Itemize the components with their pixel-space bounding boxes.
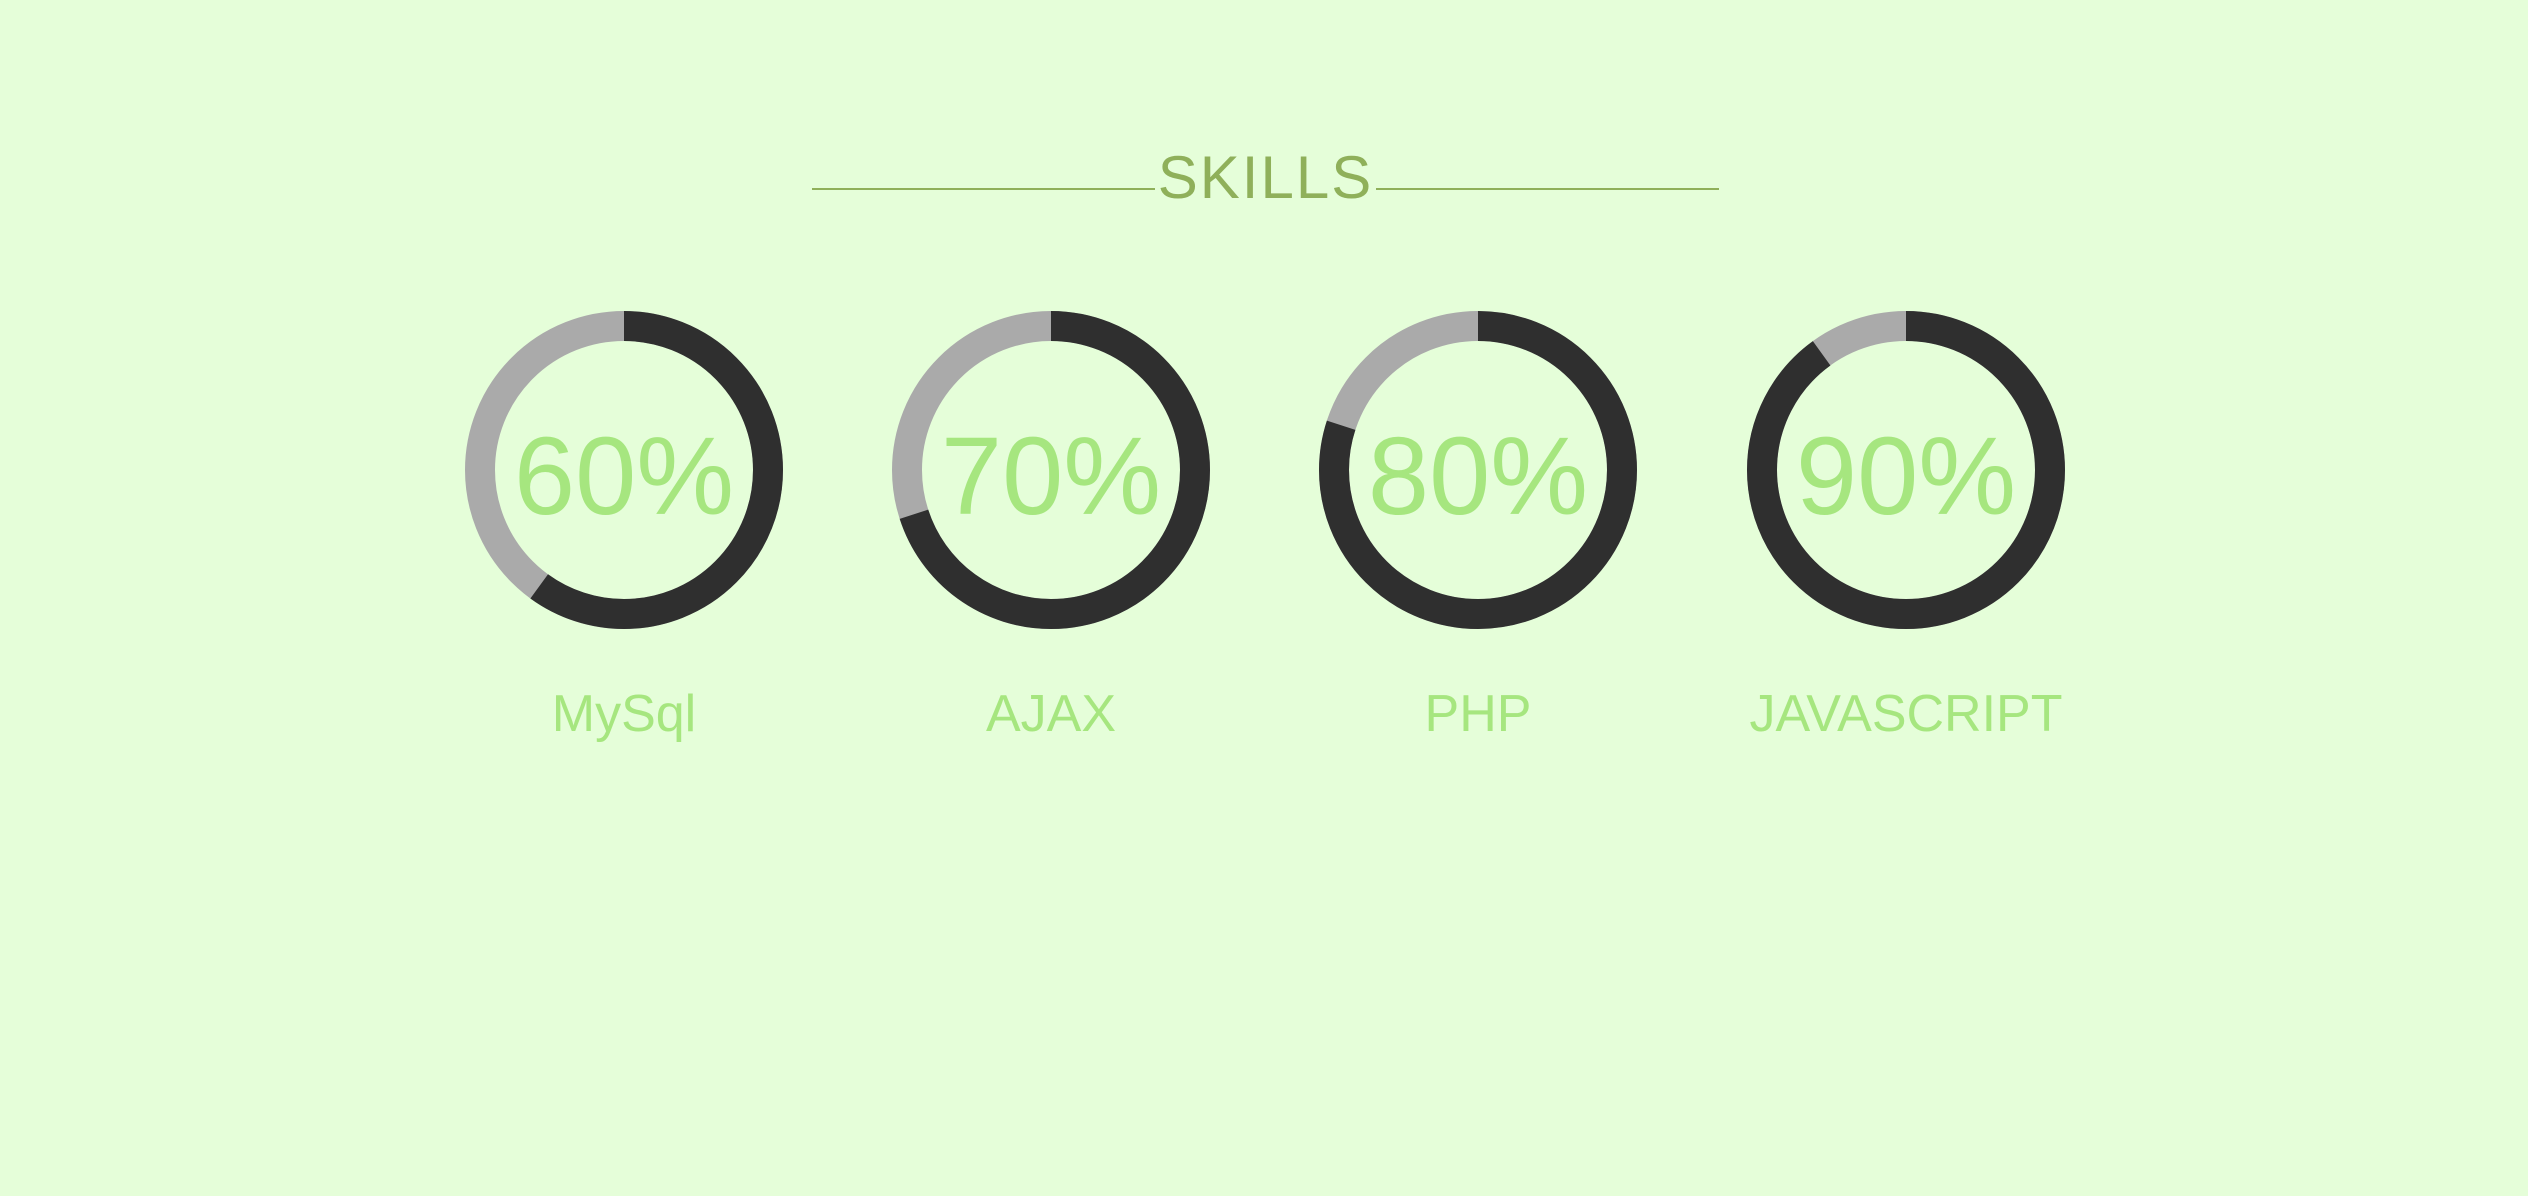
skill-percent: 90% — [1795, 415, 2017, 538]
skill-name: PHP — [1424, 685, 1532, 743]
progress-ring-svg — [465, 311, 783, 629]
progress-arc — [1319, 311, 1637, 629]
title-divider-right — [1376, 188, 1719, 190]
skills-list: 60% MySql 70% AJAX 80% PHP 90% JAVASCRIP… — [0, 310, 2528, 760]
skill-ajax: 70% AJAX — [881, 310, 1221, 760]
progress-ring — [1746, 310, 2066, 630]
skill-php: 80% PHP — [1308, 310, 1648, 760]
skills-heading: SKILLS — [0, 140, 2528, 230]
progress-arc — [465, 311, 783, 629]
skill-percent: 60% — [513, 415, 735, 538]
progress-ring-svg — [1319, 311, 1637, 629]
progress-arc — [1747, 311, 2065, 629]
skill-name: MySql — [551, 685, 697, 743]
skill-percent: 80% — [1367, 415, 1589, 538]
progress-ring-svg — [892, 311, 1210, 629]
skill-mysql: 60% MySql — [454, 310, 794, 760]
skill-percent: 70% — [940, 415, 1162, 538]
title-divider-left — [812, 188, 1155, 190]
progress-ring — [1318, 310, 1638, 630]
progress-ring — [891, 310, 1211, 630]
progress-ring-svg — [1747, 311, 2065, 629]
section-title: SKILLS — [1157, 144, 1374, 211]
skill-name: JAVASCRIPT — [1749, 685, 2063, 743]
progress-arc — [892, 311, 1210, 629]
skill-name: AJAX — [985, 685, 1117, 743]
progress-ring — [464, 310, 784, 630]
skill-javascript: 90% JAVASCRIPT — [1736, 310, 2076, 760]
